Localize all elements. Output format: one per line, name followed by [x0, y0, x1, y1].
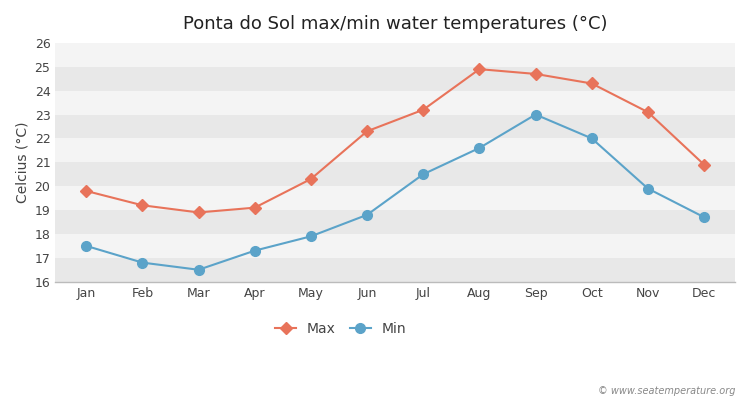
- Bar: [56, 258, 735, 282]
- Title: Ponta do Sol max/min water temperatures (°C): Ponta do Sol max/min water temperatures …: [183, 15, 608, 33]
- Min: [475, 146, 484, 150]
- Line: Min: Min: [81, 110, 709, 275]
- Y-axis label: Celcius (°C): Celcius (°C): [15, 122, 29, 203]
- Legend: Max, Min: Max, Min: [269, 316, 412, 342]
- Max: [138, 203, 147, 208]
- Bar: [56, 162, 735, 186]
- Bar: [56, 186, 735, 210]
- Text: © www.seatemperature.org: © www.seatemperature.org: [598, 386, 735, 396]
- Bar: [56, 210, 735, 234]
- Max: [307, 177, 316, 182]
- Max: [362, 129, 371, 134]
- Min: [419, 172, 428, 177]
- Min: [194, 267, 203, 272]
- Max: [587, 81, 596, 86]
- Bar: [56, 234, 735, 258]
- Max: [419, 107, 428, 112]
- Min: [362, 212, 371, 217]
- Min: [138, 260, 147, 265]
- Max: [475, 67, 484, 72]
- Max: [82, 188, 91, 193]
- Min: [587, 136, 596, 141]
- Min: [700, 215, 709, 220]
- Max: [700, 162, 709, 167]
- Bar: [56, 43, 735, 67]
- Bar: [56, 67, 735, 91]
- Min: [82, 244, 91, 248]
- Min: [307, 234, 316, 239]
- Max: [251, 205, 260, 210]
- Max: [531, 72, 540, 76]
- Min: [531, 112, 540, 117]
- Bar: [56, 91, 735, 114]
- Line: Max: Max: [82, 65, 708, 217]
- Min: [644, 186, 652, 191]
- Bar: [56, 114, 735, 138]
- Min: [251, 248, 260, 253]
- Bar: [56, 138, 735, 162]
- Max: [194, 210, 203, 215]
- Max: [644, 110, 652, 114]
